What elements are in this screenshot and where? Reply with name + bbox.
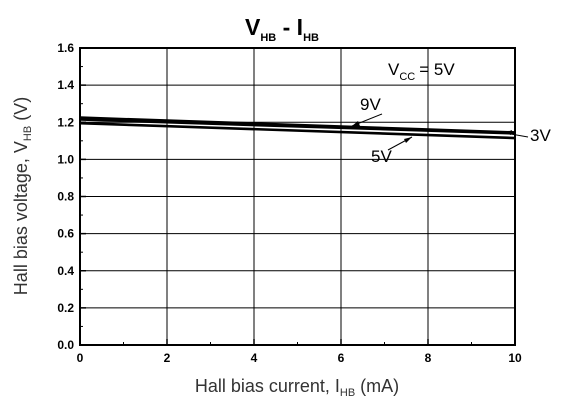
x-tick-label: 6 [338,351,345,365]
series-line-3v [79,118,516,135]
y-axis-label: Hall bias voltage, VHB (V) [11,97,34,295]
x-tick-label: 0 [77,351,84,365]
title-v: V [245,14,261,40]
chart-title: VHB - IHB [245,14,319,44]
y-tick-label: 0.8 [57,190,74,204]
series-lines [79,116,516,140]
vcc-value: = 5V [419,60,455,79]
x-tick-label: 10 [508,351,522,365]
title-sub1: HB [260,32,276,44]
x-tick-label: 8 [425,351,432,365]
y-tick-label: 0.4 [57,264,74,278]
arrow-5v [404,137,412,143]
y-tick-label: 0.2 [57,301,74,315]
y-tick-label: 0.0 [57,338,74,352]
y-tick-label: 1.0 [57,152,74,166]
title-sep: - I [276,14,303,40]
series-line-5v [79,121,516,140]
series-label-5v: 5V [371,147,392,166]
y-tick-label: 1.4 [57,78,74,92]
y-axis-label-unit: (V) [11,97,31,126]
arrow-3v [505,130,512,135]
x-axis-label-sub: HB [340,387,355,399]
x-axis-label-unit: (mA) [355,376,399,396]
x-axis-label-text: Hall bias current, I [195,376,340,396]
x-tick-label: 2 [164,351,171,365]
title-sub2: HB [303,32,319,44]
arrow-9v [352,121,360,126]
series-label-3v: 3V [530,126,551,145]
y-axis-label-text: Hall bias voltage, V [11,141,31,295]
y-tick-label: 1.2 [57,115,74,129]
x-axis-label: Hall bias current, IHB (mA) [195,376,399,399]
x-tick-label: 4 [251,351,258,365]
y-tick-label: 1.6 [57,41,74,55]
ticks: 0 2 4 6 8 10 0.0 0.2 0.4 0.6 0.8 1.0 1.2 1.4 1.6 [57,41,522,365]
vcc-annotation: VCC = 5V [388,60,455,83]
grid [80,48,515,345]
series-label-9v: 9V [360,95,381,114]
vcc-sub: CC [399,71,415,83]
vcc-label: V [388,60,400,79]
y-axis-label-sub: HB [22,126,34,141]
y-tick-label: 0.6 [57,227,74,241]
